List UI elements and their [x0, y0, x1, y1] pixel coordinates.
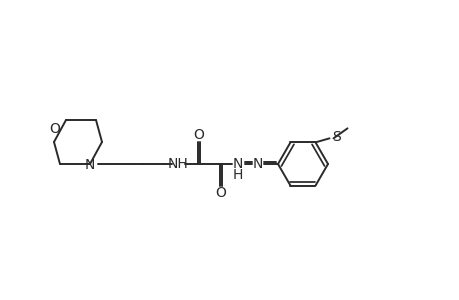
Text: NH: NH	[167, 157, 188, 171]
Text: O: O	[215, 186, 226, 200]
Text: H: H	[232, 168, 243, 182]
Text: N: N	[84, 158, 95, 172]
Text: N: N	[232, 157, 243, 171]
Text: S: S	[331, 130, 340, 144]
Text: O: O	[50, 122, 60, 136]
Text: O: O	[193, 128, 204, 142]
Text: N: N	[252, 157, 263, 171]
